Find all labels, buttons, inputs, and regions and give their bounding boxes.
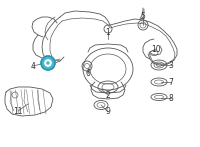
Circle shape [45, 60, 51, 66]
Circle shape [41, 56, 55, 70]
Text: 3: 3 [169, 61, 173, 70]
Text: 1: 1 [106, 27, 110, 36]
Text: 2: 2 [106, 91, 110, 100]
Text: 11: 11 [13, 106, 23, 116]
Text: 9: 9 [106, 107, 110, 117]
Text: 10: 10 [151, 45, 161, 54]
Text: 4: 4 [31, 61, 35, 71]
Text: 7: 7 [169, 77, 173, 86]
Circle shape [47, 62, 49, 64]
Text: 8: 8 [169, 93, 173, 102]
Text: 5: 5 [141, 11, 145, 20]
Text: 6: 6 [86, 69, 90, 77]
